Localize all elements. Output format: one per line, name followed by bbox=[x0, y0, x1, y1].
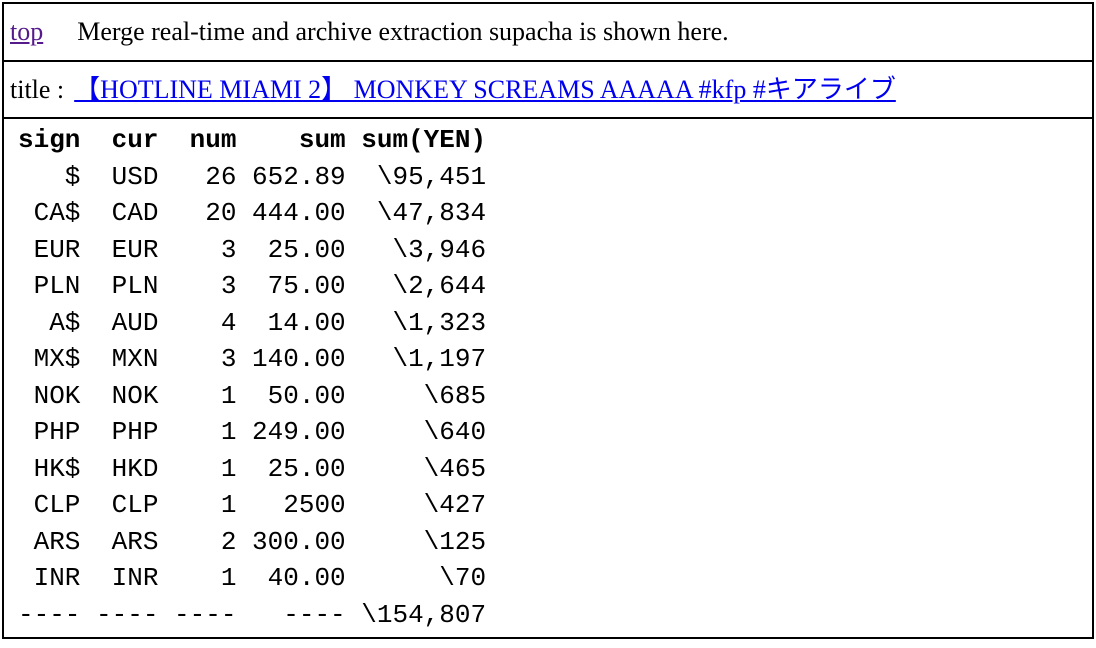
page-description: Merge real-time and archive extraction s… bbox=[77, 17, 729, 46]
content-table: top Merge real-time and archive extractio… bbox=[2, 2, 1094, 639]
header-row: top Merge real-time and archive extractio… bbox=[4, 4, 1092, 62]
title-label: title : bbox=[10, 75, 65, 104]
currency-table-row: sign cur num sum sum(YEN) $ USD 26 652.8… bbox=[4, 119, 1092, 637]
top-link[interactable]: top bbox=[10, 17, 44, 46]
video-title-link[interactable]: 【HOTLINE MIAMI 2】 MONKEY SCREAMS AAAAA #… bbox=[74, 75, 896, 104]
title-row: title : 【HOTLINE MIAMI 2】 MONKEY SCREAMS … bbox=[4, 62, 1092, 119]
currency-table-header: sign cur num sum sum(YEN) bbox=[18, 125, 487, 155]
currency-table-body: $ USD 26 652.89 \95,451 CA$ CAD 20 444.0… bbox=[18, 161, 487, 630]
